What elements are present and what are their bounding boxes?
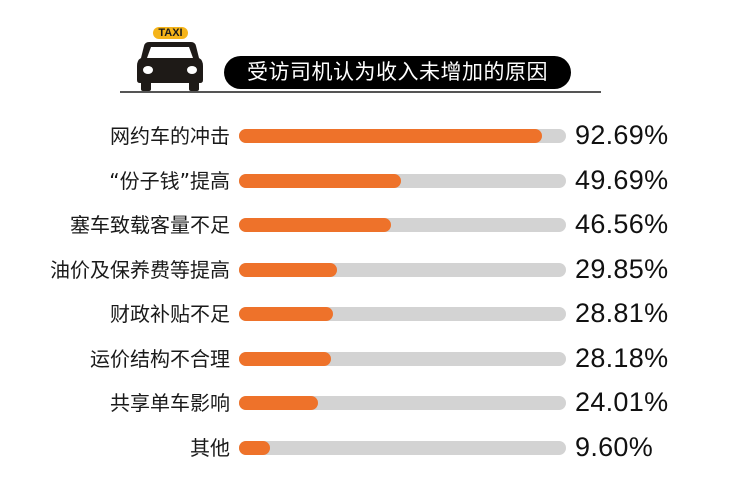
category-label: 共享单车影响 (110, 391, 230, 415)
bar-row: 塞车致载客量不足 46.56% (0, 203, 750, 247)
bar-track (239, 396, 566, 410)
taxi-sign: TAXI (153, 27, 188, 39)
bar-track (239, 129, 566, 143)
bar-row: 共享单车影响 24.01% (0, 381, 750, 425)
bar-track (239, 440, 566, 455)
value-label: 49.69% (575, 164, 669, 195)
bar-track (239, 173, 566, 188)
bar-track (239, 307, 566, 321)
value-label: 28.81% (575, 298, 669, 328)
bar-fill (239, 307, 334, 321)
bar-fill (239, 173, 402, 188)
category-label: 财政补贴不足 (110, 302, 230, 326)
bar-fill (239, 218, 392, 232)
category-label: 油价及保养费等提高 (50, 257, 230, 282)
category-label: 塞车致载客量不足 (70, 213, 230, 237)
chart-title: 受访司机认为收入未增加的原因 (224, 56, 571, 89)
value-label: 92.69% (575, 120, 669, 150)
bar-row: 网约车的冲击 92.69% (0, 114, 750, 158)
bar-fill (239, 262, 337, 277)
value-label: 9.60% (575, 431, 654, 462)
value-label: 28.18% (575, 342, 669, 373)
bar-track (239, 351, 566, 366)
chart-header: TAXI 受访司机认为收入未增加的原因 (0, 0, 750, 100)
header-divider (120, 91, 601, 93)
bar-track (239, 218, 566, 232)
bar-fill (239, 129, 543, 143)
value-label: 29.85% (575, 253, 669, 284)
bar-row: 财政补贴不足 28.81% (0, 292, 750, 336)
category-label: 网约车的冲击 (110, 124, 230, 148)
category-label: 运价结构不合理 (90, 346, 230, 371)
bar-track (239, 262, 566, 277)
bar-row: 油价及保养费等提高 29.85% (0, 248, 750, 292)
bar-row: “份子钱”提高 49.69% (0, 159, 750, 203)
bar-fill (239, 440, 271, 455)
bar-fill (239, 396, 318, 410)
category-label: “份子钱”提高 (109, 168, 230, 193)
value-label: 46.56% (575, 209, 669, 239)
bar-row: 运价结构不合理 28.18% (0, 337, 750, 381)
category-label: 其他 (190, 435, 230, 460)
taxi-car-icon (137, 42, 203, 91)
value-label: 24.01% (575, 387, 669, 417)
bar-row: 其他 9.60% (0, 426, 750, 470)
bar-fill (239, 351, 332, 366)
